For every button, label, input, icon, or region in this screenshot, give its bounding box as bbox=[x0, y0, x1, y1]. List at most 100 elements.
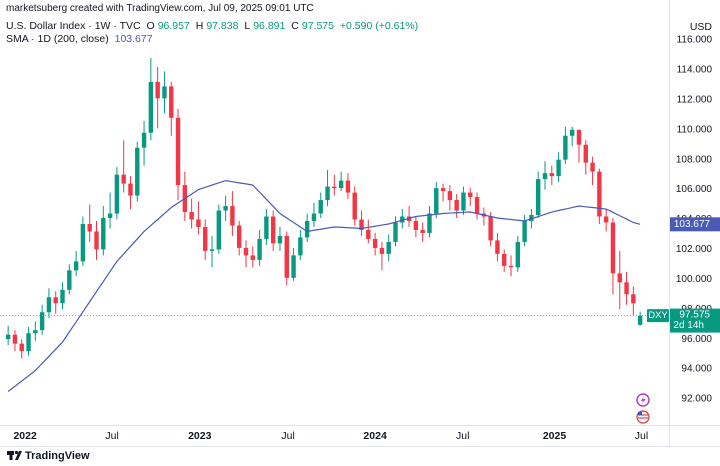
candle-body bbox=[637, 315, 643, 325]
candle-body bbox=[189, 212, 194, 220]
candle-body bbox=[196, 219, 201, 227]
ohlc-label: O bbox=[146, 20, 155, 32]
candle-body bbox=[148, 81, 154, 133]
ohlc-value: 96.891 bbox=[253, 20, 286, 32]
candle-body bbox=[19, 343, 24, 352]
candle-body bbox=[135, 147, 140, 196]
last-price-tag bbox=[670, 308, 720, 333]
candle-body bbox=[529, 215, 534, 221]
candle-body bbox=[203, 226, 208, 251]
candle-body bbox=[345, 180, 351, 193]
candle-body bbox=[597, 171, 602, 217]
attribution: marketsuberg created with TradingView.co… bbox=[6, 3, 314, 14]
y-tick-label: 92.000 bbox=[681, 394, 712, 405]
candle-body bbox=[474, 197, 480, 214]
x-tick-label: 2023 bbox=[188, 430, 212, 442]
candle-body bbox=[237, 225, 242, 248]
sma-line bbox=[7, 179, 641, 392]
candle-body bbox=[304, 220, 310, 238]
candles bbox=[5, 57, 643, 359]
candle-body bbox=[393, 222, 398, 242]
candle-body bbox=[325, 186, 330, 201]
y-tick-label: 110.000 bbox=[677, 124, 713, 135]
candle-body bbox=[386, 241, 391, 254]
y-tick-label: 108.000 bbox=[676, 154, 713, 165]
candle-body bbox=[563, 135, 568, 160]
candle-body bbox=[569, 129, 575, 136]
candle-body bbox=[284, 235, 289, 278]
y-tick-label: 100.000 bbox=[676, 274, 713, 285]
candle-body bbox=[291, 255, 296, 278]
y-tick-label: 114.000 bbox=[677, 65, 713, 76]
candle-body bbox=[5, 334, 11, 340]
candle-body bbox=[522, 220, 527, 242]
candle-body bbox=[155, 81, 160, 99]
candle-body bbox=[583, 144, 588, 163]
candle-body bbox=[243, 247, 249, 256]
candle-body bbox=[461, 192, 466, 211]
countdown: 2d 14h bbox=[673, 320, 704, 331]
candle-body bbox=[359, 219, 364, 230]
candle-body bbox=[270, 216, 276, 244]
candle-body bbox=[400, 216, 405, 223]
y-tick-label: 106.000 bbox=[676, 184, 713, 195]
candle-body bbox=[121, 174, 126, 184]
y-tick-label: 94.000 bbox=[681, 364, 712, 375]
x-tick-label: 2022 bbox=[13, 430, 37, 442]
candle-body bbox=[318, 200, 323, 214]
indicator-legend: SMA · 1D (200, close) 103.677 bbox=[6, 33, 156, 45]
logo bbox=[7, 450, 22, 460]
candle-body bbox=[53, 297, 58, 304]
ohlc-value: 97.838 bbox=[206, 20, 239, 32]
candle-body bbox=[223, 206, 228, 211]
candle-body bbox=[60, 289, 65, 304]
candle-body bbox=[33, 330, 38, 334]
y-tick-label: 96.000 bbox=[681, 334, 712, 345]
candle-body bbox=[434, 188, 439, 214]
candle-body bbox=[372, 238, 378, 248]
candle-body bbox=[87, 223, 92, 232]
indicator-value: 103.677 bbox=[114, 33, 153, 45]
candle-body bbox=[73, 261, 79, 271]
ohlc-label: H bbox=[195, 20, 204, 32]
candle-body bbox=[631, 294, 636, 304]
indicator: SMA · 1D (200, close) bbox=[6, 33, 109, 45]
candle-body bbox=[536, 179, 541, 216]
candle-body bbox=[107, 213, 113, 219]
candle-body bbox=[542, 173, 548, 180]
candle-body bbox=[12, 334, 18, 344]
symbol-tag bbox=[647, 309, 669, 323]
x-tick-label: Jul bbox=[281, 430, 294, 442]
candle-body bbox=[549, 173, 554, 177]
sma-tag bbox=[670, 217, 720, 232]
candle-body bbox=[230, 206, 235, 226]
sma-tag-text: 103.677 bbox=[674, 219, 711, 230]
ohlc-label: C bbox=[291, 20, 299, 32]
candle-body bbox=[338, 180, 344, 189]
candle-body bbox=[413, 220, 419, 230]
last-price-text: 97.575 bbox=[679, 310, 710, 321]
candle-body bbox=[624, 282, 629, 295]
candle-body bbox=[332, 186, 337, 189]
candle-body bbox=[366, 229, 371, 239]
symbol-tag-text: DXY bbox=[648, 310, 668, 321]
x-tick-label: 2025 bbox=[543, 430, 567, 442]
candle-body bbox=[46, 297, 52, 313]
candle-body bbox=[495, 240, 500, 254]
candle-body bbox=[617, 273, 622, 283]
candle-body bbox=[311, 213, 317, 221]
ohlc-value: 97.575 bbox=[301, 20, 334, 32]
candle-body bbox=[508, 265, 514, 268]
candle-body bbox=[610, 222, 616, 274]
candle-body bbox=[556, 159, 561, 177]
candle-body bbox=[502, 253, 507, 266]
candle-body bbox=[454, 200, 459, 211]
candle-body bbox=[250, 255, 255, 260]
x-tick-label: Jul bbox=[456, 430, 469, 442]
candle-body bbox=[175, 117, 181, 186]
x-tick-label: Jul bbox=[105, 430, 118, 442]
candle-body bbox=[427, 213, 432, 233]
change: +0.590 (+0.61%) bbox=[339, 20, 419, 32]
ohlc-label: L bbox=[244, 20, 251, 32]
y-tick-label: 102.000 bbox=[676, 244, 713, 255]
